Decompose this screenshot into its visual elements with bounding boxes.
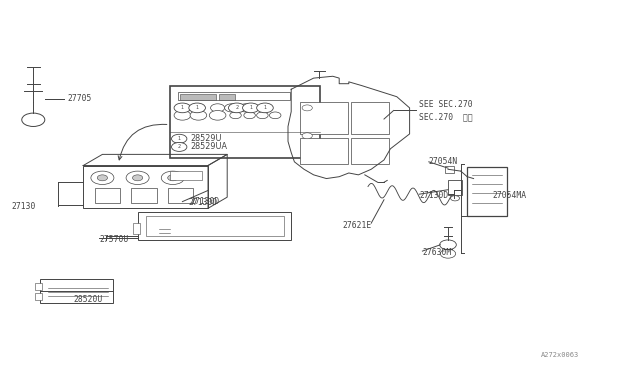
Bar xyxy=(83,166,208,208)
Text: 27621E: 27621E xyxy=(342,221,372,230)
Bar xyxy=(351,138,389,164)
Text: A272x0063: A272x0063 xyxy=(541,352,579,358)
Circle shape xyxy=(257,103,273,113)
Circle shape xyxy=(225,104,239,112)
Circle shape xyxy=(269,112,281,119)
Text: 27570U: 27570U xyxy=(99,235,129,244)
Circle shape xyxy=(22,113,45,126)
Bar xyxy=(35,293,42,300)
Text: 2: 2 xyxy=(178,144,180,150)
Bar xyxy=(180,94,216,100)
Text: 2: 2 xyxy=(236,105,238,110)
Text: SEC.270  参図: SEC.270 参図 xyxy=(419,113,473,122)
Bar xyxy=(40,279,113,303)
Text: 1: 1 xyxy=(250,105,252,110)
Circle shape xyxy=(97,175,108,181)
Text: 28529UA: 28529UA xyxy=(190,142,227,151)
Bar xyxy=(138,212,291,240)
FancyArrowPatch shape xyxy=(118,124,167,160)
Bar xyxy=(178,92,290,100)
Text: 1: 1 xyxy=(264,105,266,110)
Text: 27705: 27705 xyxy=(67,94,92,103)
Bar xyxy=(351,102,389,134)
Text: 1: 1 xyxy=(178,136,180,141)
Circle shape xyxy=(189,103,205,113)
Text: 28520U: 28520U xyxy=(74,295,103,304)
Circle shape xyxy=(172,142,187,151)
Circle shape xyxy=(302,133,312,139)
Text: 27130D: 27130D xyxy=(191,197,220,206)
Circle shape xyxy=(244,112,255,119)
Text: SEE SEC.270: SEE SEC.270 xyxy=(419,100,473,109)
Circle shape xyxy=(257,112,268,119)
Circle shape xyxy=(161,171,184,185)
Text: 27130D: 27130D xyxy=(189,198,218,207)
Bar xyxy=(448,180,462,195)
Circle shape xyxy=(451,196,460,201)
Text: 27130D: 27130D xyxy=(419,191,449,200)
Circle shape xyxy=(440,240,456,250)
Circle shape xyxy=(132,175,143,181)
Circle shape xyxy=(174,110,191,120)
Circle shape xyxy=(239,104,253,112)
Text: 27630M: 27630M xyxy=(422,248,452,257)
Circle shape xyxy=(172,134,187,143)
Circle shape xyxy=(209,110,226,120)
Circle shape xyxy=(91,171,114,185)
Bar xyxy=(95,188,120,203)
Bar xyxy=(300,138,348,164)
Circle shape xyxy=(302,105,312,111)
Bar xyxy=(170,86,320,158)
Circle shape xyxy=(174,103,191,113)
Text: 27130: 27130 xyxy=(12,202,36,211)
Circle shape xyxy=(168,175,178,181)
Text: 27054MA: 27054MA xyxy=(493,191,527,200)
Circle shape xyxy=(211,104,225,112)
Bar xyxy=(445,166,454,173)
Circle shape xyxy=(440,249,456,258)
Bar xyxy=(467,167,507,216)
Bar xyxy=(35,283,42,290)
Circle shape xyxy=(190,104,204,112)
Text: 28529U: 28529U xyxy=(190,134,221,143)
Bar xyxy=(300,102,348,134)
Circle shape xyxy=(175,104,189,112)
Circle shape xyxy=(126,171,149,185)
Bar xyxy=(170,171,202,180)
Circle shape xyxy=(190,110,207,120)
Bar xyxy=(131,188,157,203)
Text: 27054N: 27054N xyxy=(429,157,458,166)
Circle shape xyxy=(243,103,259,113)
Bar xyxy=(219,94,235,100)
Bar xyxy=(168,188,193,203)
Circle shape xyxy=(228,103,245,113)
Bar xyxy=(133,223,140,234)
Text: 1: 1 xyxy=(181,105,184,110)
Circle shape xyxy=(230,112,241,119)
Bar xyxy=(146,216,284,236)
Text: 1: 1 xyxy=(196,105,198,110)
